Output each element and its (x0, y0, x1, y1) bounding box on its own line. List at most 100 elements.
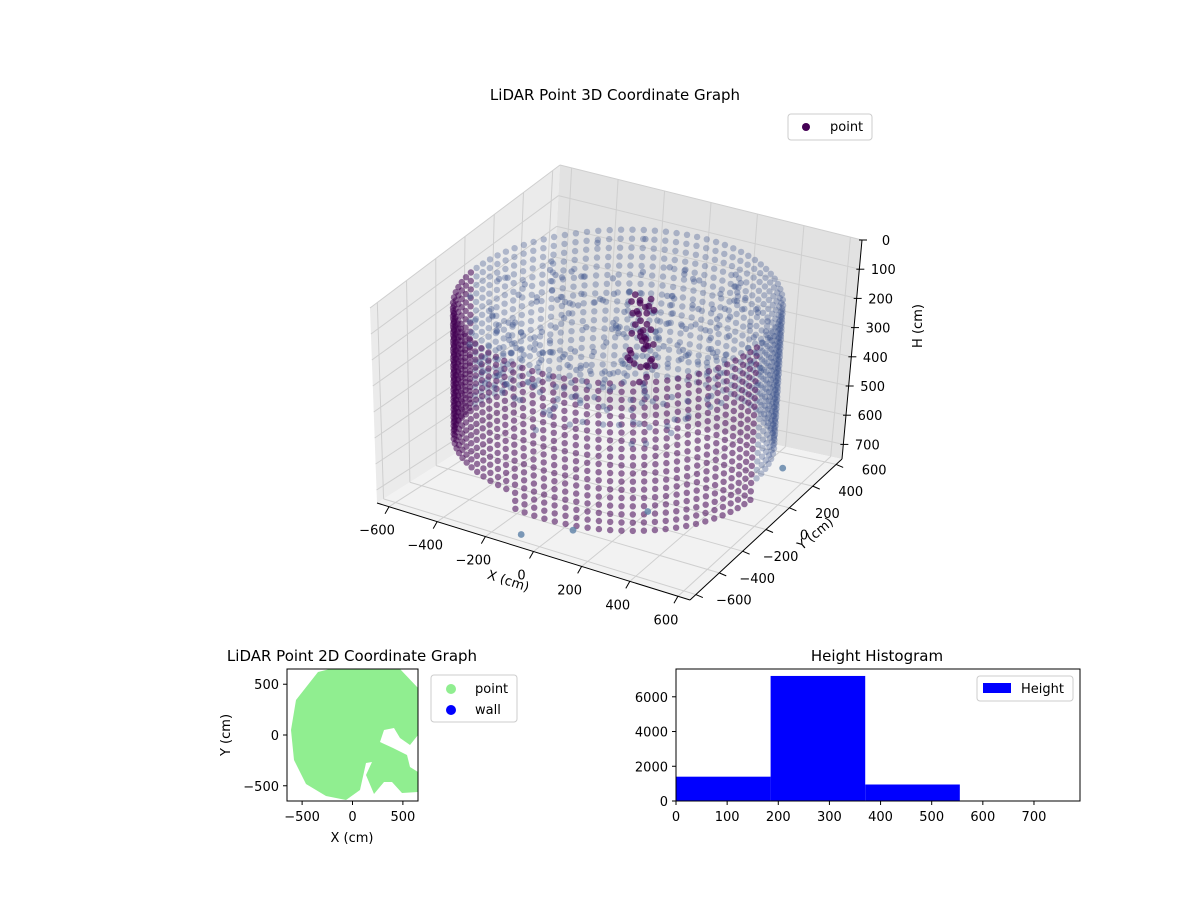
point-marker-3d (620, 378, 627, 386)
point-marker-3d (616, 323, 623, 331)
point-marker-3d (467, 286, 474, 293)
point-marker-3d (584, 524, 591, 531)
point-marker-3d (562, 520, 569, 528)
point-marker-3d (674, 366, 682, 373)
point-marker-3d (573, 490, 580, 497)
point-marker-3d (579, 418, 586, 426)
point-marker-3d (678, 355, 685, 363)
point-marker-3d (776, 348, 783, 355)
point-marker-3d (714, 381, 722, 388)
point-marker-3d (479, 409, 486, 416)
point-marker-3d (479, 425, 486, 432)
point-marker-3d (733, 297, 741, 305)
point-marker-3d (551, 403, 559, 410)
point-marker-3d (655, 334, 662, 341)
y-tick-label-histogram: 6000 (635, 691, 668, 706)
point-marker-3d (501, 365, 508, 372)
point-marker-3d (461, 346, 469, 354)
point-marker-3d (736, 454, 743, 461)
point-marker-3d (775, 357, 783, 364)
point-marker-3d (494, 433, 501, 441)
point-marker-3d (583, 378, 590, 385)
point-marker-3d (613, 307, 620, 314)
grid-line-y-side (514, 192, 524, 416)
point-marker-3d (721, 453, 728, 460)
point-marker-3d (629, 445, 637, 453)
point-marker-3d (765, 460, 772, 467)
point-marker-3d (751, 265, 758, 272)
point-marker-3d (729, 433, 737, 440)
point-marker-3d (500, 326, 508, 333)
point-marker-3d (774, 379, 782, 387)
point-marker-3d (769, 310, 776, 317)
point-marker-3d (502, 274, 509, 281)
point-marker-3d (703, 236, 710, 243)
point-marker-3d (603, 406, 611, 413)
point-marker-3d (633, 308, 641, 315)
point-marker-3d (655, 336, 663, 343)
point-marker-3d (517, 329, 525, 336)
point-marker-3d (761, 394, 769, 401)
point-marker-3d (631, 321, 639, 328)
y-tick-label-histogram: 2000 (635, 760, 668, 775)
point-marker-3d (736, 266, 743, 273)
point-marker-3d (449, 304, 457, 311)
point-marker-3d (520, 259, 527, 266)
point-marker-3d (500, 352, 507, 359)
point-marker-3d (479, 401, 486, 408)
point-marker-3d (728, 262, 736, 270)
point-marker-3d (546, 411, 554, 419)
point-marker-3d (689, 275, 697, 283)
point-marker-3d (583, 419, 591, 426)
point-marker-3d (621, 370, 628, 377)
point-marker-3d (577, 399, 584, 407)
point-marker-3d (511, 395, 519, 402)
point-marker-3d (778, 322, 785, 329)
point-marker-3d (651, 362, 659, 370)
point-marker-3d (492, 353, 500, 360)
point-marker-3d (737, 257, 744, 264)
point-marker-3d (732, 357, 739, 364)
point-marker-3d (500, 343, 507, 351)
point-marker-3d (772, 399, 780, 406)
point-marker-3d (546, 340, 554, 347)
y-tick-label-3d: −600 (716, 594, 752, 609)
point-marker-3d (684, 414, 692, 422)
point-marker-3d (606, 396, 614, 403)
point-marker-3d (758, 401, 765, 409)
point-marker-3d (769, 329, 776, 336)
point-marker-3d (502, 469, 510, 477)
point-marker-3d (684, 448, 691, 455)
point-marker-3d (722, 428, 729, 435)
point-marker-3d (760, 428, 767, 435)
point-marker-3d (679, 294, 687, 301)
point-marker-3d (684, 439, 691, 447)
point-marker-3d (775, 371, 782, 378)
point-marker-3d (753, 314, 761, 321)
point-marker-3d (699, 298, 706, 305)
point-marker-3d (519, 276, 526, 284)
point-marker-3d (773, 381, 781, 389)
point-marker-3d (705, 376, 712, 383)
point-marker-3d (547, 277, 555, 285)
point-marker-3d (503, 485, 510, 493)
point-marker-3d (584, 500, 591, 507)
point-marker-3d (578, 353, 585, 360)
point-marker-3d (648, 281, 655, 288)
point-marker-3d (562, 496, 569, 503)
point-marker-3d (770, 293, 777, 300)
point-marker-3d (717, 290, 724, 298)
point-marker-3d (511, 489, 519, 496)
point-marker-3d (520, 477, 528, 484)
point-marker-3d (774, 388, 781, 395)
point-marker-3d (663, 426, 670, 434)
point-marker-3d (591, 299, 598, 306)
point-marker-3d (595, 436, 602, 443)
point-marker-3d (589, 334, 597, 342)
point-marker-3d (682, 266, 689, 273)
point-marker-3d (732, 365, 739, 373)
point-marker-3d (494, 473, 502, 481)
point-marker-3d (537, 315, 544, 322)
point-marker-3d (493, 401, 500, 409)
point-marker-3d (487, 461, 494, 468)
